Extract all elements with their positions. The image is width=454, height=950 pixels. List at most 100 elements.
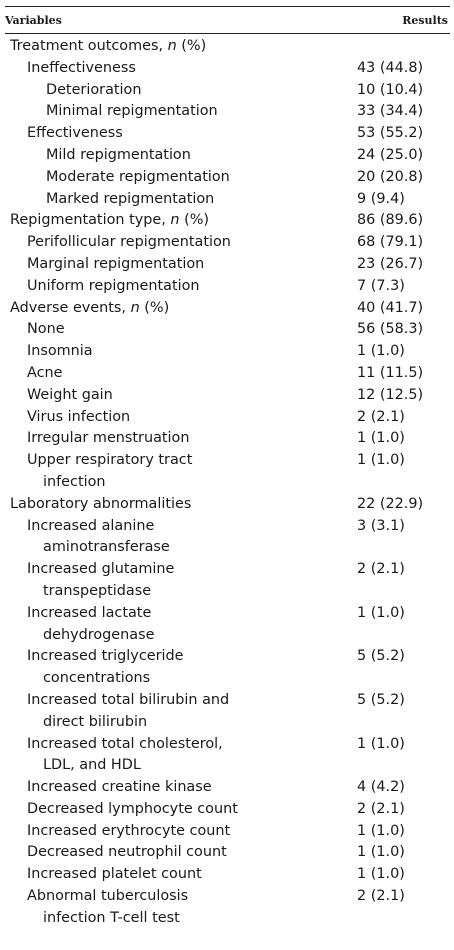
row-label-text: Irregular menstruation — [27, 430, 190, 447]
row-label-continuation: infection — [43, 473, 106, 490]
row-label: Deterioration — [5, 80, 349, 102]
row-label-text: Virus infection — [27, 408, 131, 425]
row-value: 1 (1.0) — [357, 866, 405, 883]
table-row: Upper respiratory tract infection 1 (1.0) — [5, 450, 450, 494]
row-label-text: Uniform repigmentation — [27, 277, 200, 294]
table-row: Abnormal tuberculosis infection T-cell te… — [5, 886, 450, 930]
row-value: 2 (2.1) — [357, 888, 405, 905]
row-value: 53 (55.2) — [357, 125, 424, 142]
row-value: 1 (1.0) — [357, 844, 405, 861]
row-value: 1 (1.0) — [357, 604, 405, 621]
table-row: Decreased neutrophil count 1 (1.0) — [5, 842, 450, 864]
row-label-text: Acne — [27, 364, 63, 381]
row-label-text: Minimal repigmentation — [46, 103, 218, 120]
row-label-continuation: direct bilirubin — [43, 713, 148, 730]
row-value: 2 (2.1) — [357, 408, 405, 425]
row-label: Decreased neutrophil count — [5, 842, 349, 864]
row-value: 4 (4.2) — [357, 779, 405, 796]
table-row: Increased alanine aminotransferase 3 (3.1) — [5, 516, 450, 560]
row-label: Moderate repigmentation — [5, 167, 349, 189]
row-label: Repigmentation type, n (%) — [5, 210, 349, 232]
row-label-text: Moderate repigmentation — [46, 168, 230, 185]
row-label: Increased glutamine transpeptidase — [5, 559, 349, 603]
row-label-text: Repigmentation type, — [10, 212, 171, 229]
table-row: None 56 (58.3) — [5, 319, 450, 341]
row-value: 23 (26.7) — [357, 255, 424, 272]
table-row: Increased total cholesterol, LDL, and HDL… — [5, 734, 450, 778]
table-row: Marked repigmentation 9 (9.4) — [5, 189, 450, 211]
row-label-continuation: dehydrogenase — [43, 626, 155, 643]
table-row: Minimal repigmentation 33 (34.4) — [5, 101, 450, 123]
table-row: Increased total bilirubin and direct bili… — [5, 690, 450, 734]
row-label: Laboratory abnormalities — [5, 494, 349, 516]
row-label-text: Increased erythrocyte count — [27, 822, 231, 839]
row-label: Insomnia — [5, 341, 349, 363]
row-label-text: Increased creatine kinase — [27, 779, 212, 796]
table-row: Decreased lymphocyte count 2 (2.1) — [5, 799, 450, 821]
table-row: Repigmentation type, n (%) 86 (89.6) — [5, 210, 450, 232]
row-value: 43 (44.8) — [357, 59, 424, 76]
row-label-text: Effectiveness — [27, 125, 123, 142]
row-label-text: Laboratory abnormalities — [10, 495, 192, 512]
row-label: Weight gain — [5, 385, 349, 407]
row-label-continuation: aminotransferase — [43, 539, 170, 556]
row-label: Virus infection — [5, 407, 349, 429]
row-label: Perifollicular repigmentation — [5, 232, 349, 254]
row-value: 12 (12.5) — [357, 386, 424, 403]
row-label: Adverse events, n (%) — [5, 298, 349, 320]
row-label: Increased triglyceride concentrations — [5, 646, 349, 690]
row-value: 1 (1.0) — [357, 430, 405, 447]
row-value: 68 (79.1) — [357, 234, 424, 251]
row-label-text: Perifollicular repigmentation — [27, 234, 231, 251]
table-row: Increased creatine kinase 4 (4.2) — [5, 777, 450, 799]
row-value: 40 (41.7) — [357, 299, 424, 316]
row-label-text: Adverse events, — [10, 299, 131, 316]
row-label: Increased erythrocyte count — [5, 821, 349, 843]
row-label: Decreased lymphocyte count — [5, 799, 349, 821]
row-label: Increased alanine aminotransferase — [5, 516, 349, 560]
row-value: 5 (5.2) — [357, 648, 405, 665]
row-label-italic: n — [130, 299, 140, 316]
table-row: Effectiveness 53 (55.2) — [5, 123, 450, 145]
row-label-text: Abnormal tuberculosis — [27, 888, 189, 905]
table-row: Increased platelet count 1 (1.0) — [5, 864, 450, 886]
row-label-text: Weight gain — [27, 386, 113, 403]
row-value: 5 (5.2) — [357, 691, 405, 708]
row-label: Minimal repigmentation — [5, 101, 349, 123]
table-top-rule — [5, 6, 450, 7]
row-value: 1 (1.0) — [357, 452, 405, 469]
row-label-text: Increased alanine — [27, 517, 155, 534]
table-row: Virus infection 2 (2.1) — [5, 407, 450, 429]
header-results: Results — [402, 13, 448, 27]
row-label: Increased total cholesterol, LDL, and HDL — [5, 734, 349, 778]
table-row: Laboratory abnormalities 22 (22.9) — [5, 494, 450, 516]
row-value: 2 (2.1) — [357, 800, 405, 817]
row-label-text: Increased glutamine — [27, 561, 175, 578]
row-label: Ineffectiveness — [5, 58, 349, 80]
row-label: Effectiveness — [5, 123, 349, 145]
row-label-continuation: infection T-cell test — [43, 909, 180, 926]
row-label: Uniform repigmentation — [5, 276, 349, 298]
row-value: 86 (89.6) — [357, 212, 424, 229]
row-value: 56 (58.3) — [357, 321, 424, 338]
row-label-continuation: concentrations — [43, 670, 151, 687]
results-table: Variables Results Treatment outcomes, n … — [5, 6, 450, 930]
row-label-text: Increased lactate — [27, 604, 152, 621]
row-label-text: None — [27, 321, 65, 338]
row-label-text: Increased platelet count — [27, 866, 202, 883]
table-row: Irregular menstruation 1 (1.0) — [5, 428, 450, 450]
row-label-text: Treatment outcomes, — [10, 38, 168, 54]
row-value: 24 (25.0) — [357, 146, 424, 163]
row-label: Mild repigmentation — [5, 145, 349, 167]
row-value: 1 (1.0) — [357, 343, 405, 360]
row-value: 11 (11.5) — [357, 364, 424, 381]
table-row: Ineffectiveness 43 (44.8) — [5, 58, 450, 80]
row-label: Treatment outcomes, n (%) — [5, 36, 349, 58]
row-label: Abnormal tuberculosis infection T-cell te… — [5, 886, 349, 930]
row-value: 33 (34.4) — [357, 103, 424, 120]
row-label-text: Insomnia — [27, 343, 93, 360]
table-header: Variables Results — [5, 7, 450, 33]
table-row: Mild repigmentation 24 (25.0) — [5, 145, 450, 167]
table-row: Adverse events, n (%) 40 (41.7) — [5, 298, 450, 320]
row-label: Increased creatine kinase — [5, 777, 349, 799]
